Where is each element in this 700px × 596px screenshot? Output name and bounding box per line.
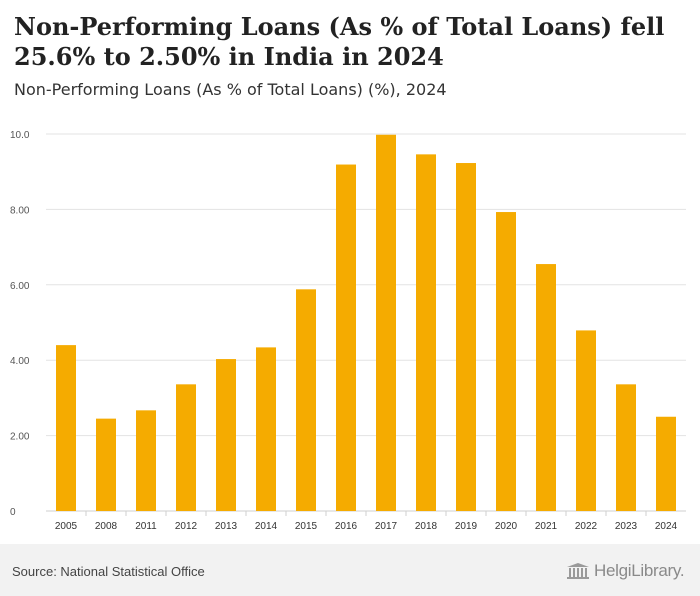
bar-2008[interactable] bbox=[96, 418, 116, 511]
x-tick-label: 2011 bbox=[135, 521, 157, 532]
y-tick-label: 8.00 bbox=[10, 205, 30, 216]
x-tick-label: 2017 bbox=[375, 521, 398, 532]
x-tick-label: 2015 bbox=[295, 521, 318, 532]
bar-2017[interactable] bbox=[376, 134, 396, 511]
x-tick-label: 2013 bbox=[215, 521, 238, 532]
bar-2020[interactable] bbox=[496, 212, 516, 511]
x-tick-label: 2019 bbox=[455, 521, 478, 532]
library-building-icon bbox=[567, 563, 589, 579]
bar-2016[interactable] bbox=[336, 164, 356, 512]
x-tick-label: 2008 bbox=[95, 521, 118, 532]
x-tick-label: 2023 bbox=[615, 521, 638, 532]
x-tick-label: 2022 bbox=[575, 521, 598, 532]
bar-2022[interactable] bbox=[576, 330, 596, 511]
bar-2015[interactable] bbox=[296, 289, 316, 511]
y-tick-label: 4.00 bbox=[10, 356, 30, 367]
bar-2014[interactable] bbox=[256, 347, 276, 511]
bar-2013[interactable] bbox=[216, 359, 236, 511]
y-tick-label: 6.00 bbox=[10, 281, 30, 292]
bar-2005[interactable] bbox=[56, 345, 76, 511]
y-tick-label: 10.0 bbox=[10, 130, 30, 141]
x-tick-label: 2021 bbox=[535, 521, 558, 532]
bars bbox=[56, 134, 676, 512]
brand-logo[interactable]: HelgiLibrary. bbox=[566, 561, 685, 581]
bar-2021[interactable] bbox=[536, 264, 556, 511]
brand-name: HelgiLibrary. bbox=[594, 561, 685, 580]
x-tick-label: 2020 bbox=[495, 521, 518, 532]
x-tick-label: 2024 bbox=[655, 521, 678, 532]
source-note: Source: National Statistical Office bbox=[12, 564, 205, 579]
y-tick-label: 2.00 bbox=[10, 432, 30, 443]
x-tick-label: 2005 bbox=[55, 521, 78, 532]
y-tick-label: 0 bbox=[10, 507, 16, 518]
bar-2023[interactable] bbox=[616, 384, 636, 511]
bar-2019[interactable] bbox=[456, 163, 476, 511]
x-axis-ticks: 2005 2008 2011 2012 2013 2014 2015 2016 2017 2018… bbox=[55, 511, 678, 532]
bar-2012[interactable] bbox=[176, 384, 196, 511]
bar-2018[interactable] bbox=[416, 154, 436, 511]
chart-subtitle: Non-Performing Loans (As % of Total Loan… bbox=[14, 80, 447, 99]
x-tick-label: 2012 bbox=[175, 521, 198, 532]
bar-2024[interactable] bbox=[656, 416, 676, 511]
y-axis-ticks: 0 2.00 4.00 6.00 8.00 10.0 bbox=[10, 130, 30, 518]
header: Non-Performing Loans (As % of Total Loan… bbox=[0, 0, 700, 114]
bar-2011[interactable] bbox=[136, 410, 156, 511]
x-tick-label: 2016 bbox=[335, 521, 358, 532]
chart-title: Non-Performing Loans (As % of Total Loan… bbox=[14, 12, 665, 71]
x-tick-label: 2018 bbox=[415, 521, 438, 532]
x-tick-label: 2014 bbox=[255, 521, 278, 532]
